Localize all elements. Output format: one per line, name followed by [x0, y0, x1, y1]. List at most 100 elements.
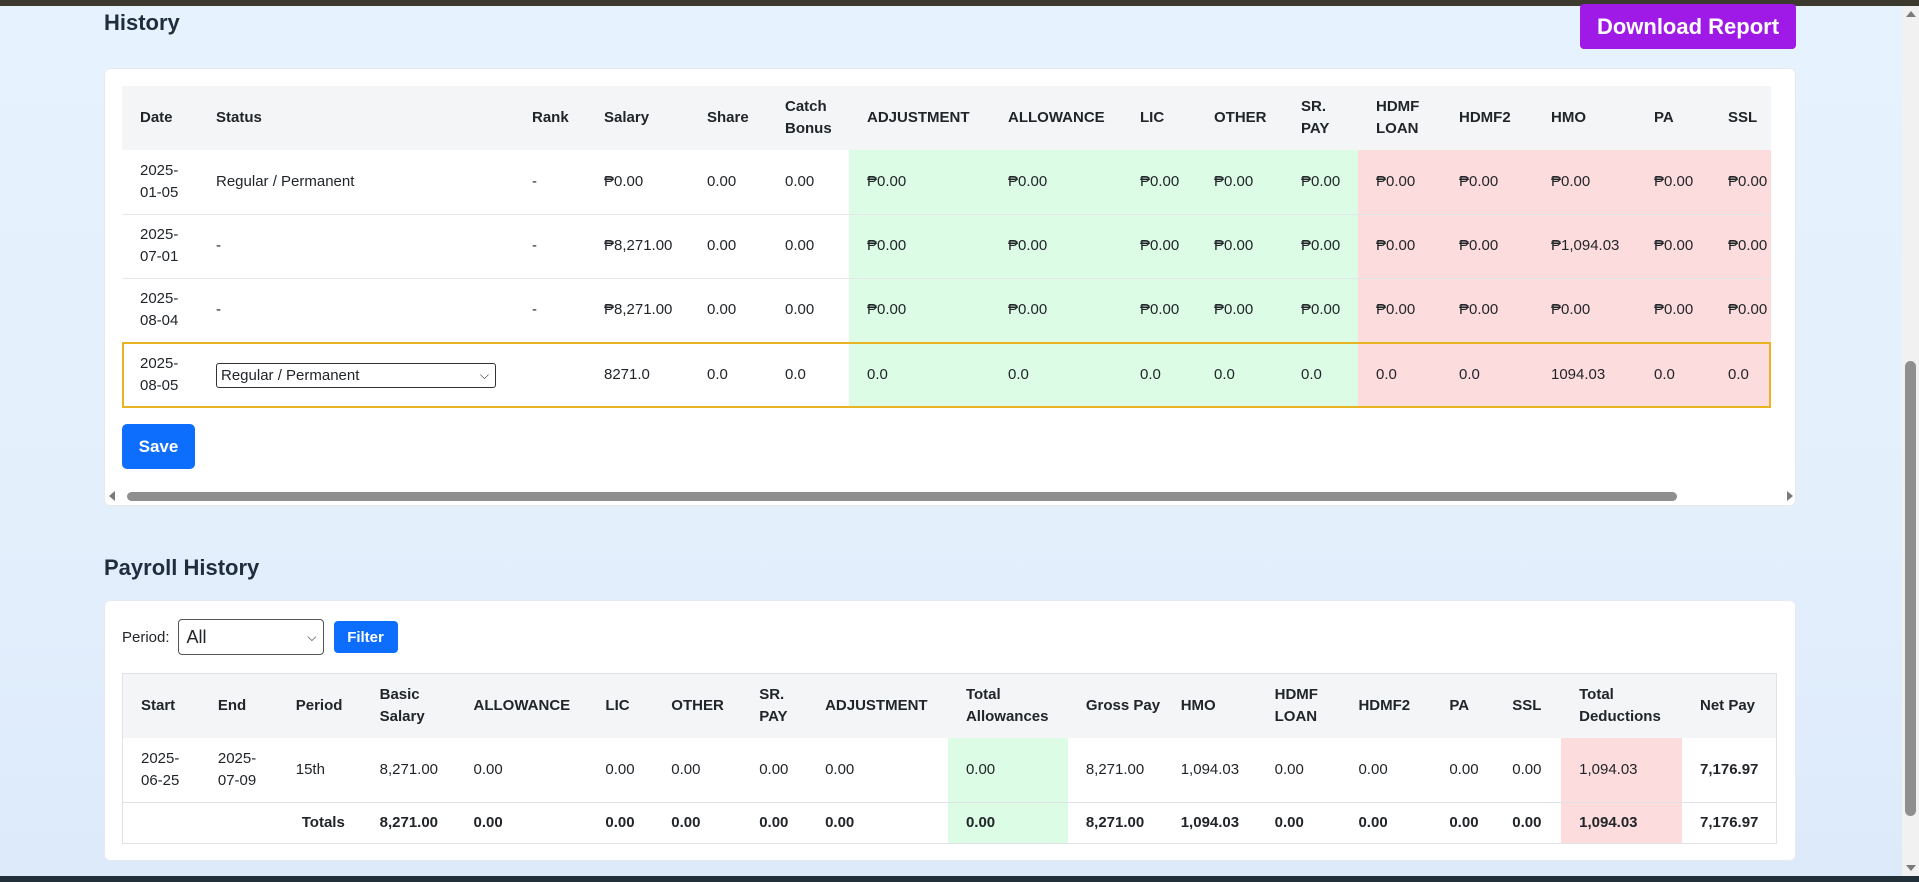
cell-basic-salary: 8,271.00 — [379, 760, 439, 778]
scroll-down-icon[interactable] — [1906, 865, 1916, 871]
col-header-ssl[interactable]: SSL — [1494, 674, 1562, 738]
total-other: 0.00 — [671, 814, 701, 832]
col-header-start[interactable]: Start — [123, 674, 200, 738]
col-header-adjustment[interactable]: ADJUSTMENT — [849, 86, 990, 150]
cell-catch-bonus: 0.00 — [785, 301, 815, 318]
cell-pa: 0.00 — [1449, 760, 1479, 778]
col-header-gross-pay[interactable]: Gross Pay — [1067, 674, 1163, 738]
cell-net-pay: 7,176.97 — [1700, 760, 1759, 778]
cell-ssl: ₱0.00 — [1710, 214, 1771, 278]
filter-button[interactable]: Filter — [333, 621, 398, 653]
cell-ssl: ₱0.00 — [1710, 150, 1771, 214]
col-header-share[interactable]: Share — [689, 86, 767, 150]
total-total-deductions: 1,094.03 — [1561, 802, 1682, 843]
history-table-scroll[interactable]: Date Status Rank Salary Share Catch Bonu… — [122, 86, 1795, 408]
col-header-salary[interactable]: Salary — [586, 86, 689, 150]
col-header-lic[interactable]: LIC — [587, 674, 654, 738]
status-select[interactable]: Regular / Permanent ⌵ — [216, 362, 496, 388]
history-horizontal-scrollbar[interactable] — [106, 489, 1796, 503]
scroll-right-icon[interactable] — [1787, 491, 1793, 501]
col-header-total-allowances[interactable]: Total Allowances — [947, 674, 1068, 738]
cell-hdmf2: ₱0.00 — [1441, 150, 1533, 214]
cell-hmo: ₱0.00 — [1533, 150, 1636, 214]
total-adjustment: 0.00 — [825, 814, 855, 832]
col-header-status[interactable]: Status — [198, 86, 514, 150]
col-header-end[interactable]: End — [199, 674, 278, 738]
col-header-lic[interactable]: LIC — [1122, 86, 1196, 150]
total-lic: 0.00 — [605, 814, 635, 832]
edit-ssl-input[interactable]: 0.0 — [1710, 342, 1771, 408]
col-header-hdmf-loan[interactable]: HDMF LOAN — [1256, 674, 1341, 738]
col-header-hmo[interactable]: HMO — [1533, 86, 1636, 150]
edit-pa-input[interactable]: 0.0 — [1636, 342, 1710, 408]
col-header-adjustment[interactable]: ADJUSTMENT — [807, 674, 948, 738]
cell-share: 0.00 — [707, 301, 737, 318]
history-row: 2025-08-04 - - ₱8,271.00 0.00 0.00 ₱0.00… — [122, 278, 1771, 342]
edit-salary-input[interactable]: 8271.0 — [604, 366, 650, 383]
history-header-row: Date Status Rank Salary Share Catch Bonu… — [122, 86, 1771, 150]
col-header-rank[interactable]: Rank — [514, 86, 586, 150]
col-header-catch-bonus[interactable]: Catch Bonus — [767, 86, 849, 150]
col-header-ssl[interactable]: SSL — [1710, 86, 1771, 150]
cell-other: 0.00 — [671, 760, 701, 778]
period-select-value: All — [186, 627, 207, 647]
cell-status: - — [216, 301, 221, 318]
edit-hdmf-loan-input[interactable]: 0.0 — [1358, 342, 1441, 408]
cell-rank: - — [532, 301, 537, 318]
scrollbar-thumb[interactable] — [127, 492, 1677, 501]
col-header-pa[interactable]: PA — [1431, 674, 1495, 738]
scrollbar-thumb[interactable] — [1905, 361, 1916, 816]
col-header-allowance[interactable]: ALLOWANCE — [455, 674, 588, 738]
cell-salary: ₱8,271.00 — [604, 301, 673, 318]
cell-hdmf-loan: ₱0.00 — [1358, 150, 1441, 214]
totals-label: Totals — [301, 814, 345, 832]
total-hdmf-loan: 0.00 — [1274, 814, 1304, 832]
col-header-hdmf2[interactable]: HDMF2 — [1441, 86, 1533, 150]
col-header-total-deductions[interactable]: Total Deductions — [1561, 674, 1682, 738]
scroll-left-icon[interactable] — [109, 491, 115, 501]
col-header-hmo[interactable]: HMO — [1162, 674, 1257, 738]
edit-lic-input[interactable]: 0.0 — [1122, 342, 1196, 408]
edit-rank[interactable] — [514, 342, 586, 408]
col-header-hdmf-loan[interactable]: HDMF LOAN — [1358, 86, 1441, 150]
edit-sr-pay-input[interactable]: 0.0 — [1283, 342, 1358, 408]
period-select[interactable]: All ⌵ — [177, 619, 324, 655]
col-header-sr-pay[interactable]: SR. PAY — [741, 674, 808, 738]
save-button[interactable]: Save — [122, 424, 195, 469]
edit-other-input[interactable]: 0.0 — [1196, 342, 1283, 408]
cell-date: 2025-08-04 — [140, 290, 179, 329]
cell-salary: ₱0.00 — [604, 172, 644, 190]
col-header-hdmf2[interactable]: HDMF2 — [1340, 674, 1432, 738]
col-header-other[interactable]: OTHER — [653, 674, 742, 738]
total-basic-salary: 8,271.00 — [379, 814, 439, 832]
download-report-button[interactable]: Download Report — [1580, 4, 1796, 49]
col-header-period[interactable]: Period — [277, 674, 362, 738]
edit-adjustment-input[interactable]: 0.0 — [849, 342, 990, 408]
payroll-header-row: Start End Period Basic Salary ALLOWANCE … — [123, 674, 1776, 738]
total-gross-pay: 8,271.00 — [1085, 814, 1145, 832]
cell-hdmf-loan: 0.00 — [1274, 760, 1304, 778]
history-edit-row: 2025-08-05 Regular / Permanent ⌵ 8271.0 … — [122, 342, 1771, 408]
edit-catch-bonus-input[interactable]: 0.0 — [785, 366, 806, 383]
payroll-row: 2025-06-25 2025-07-09 15th 8,271.00 0.00… — [123, 738, 1776, 802]
col-header-basic-salary[interactable]: Basic Salary — [361, 674, 456, 738]
page-vertical-scrollbar[interactable] — [1902, 6, 1919, 876]
cell-start: 2025-06-25 — [141, 749, 180, 789]
col-header-net-pay[interactable]: Net Pay — [1682, 674, 1776, 738]
chevron-down-icon: ⌵ — [479, 367, 489, 382]
edit-share-input[interactable]: 0.0 — [707, 366, 728, 383]
edit-hmo-input[interactable]: 1094.03 — [1533, 342, 1636, 408]
col-header-allowance[interactable]: ALLOWANCE — [990, 86, 1122, 150]
edit-allowance-input[interactable]: 0.0 — [990, 342, 1122, 408]
col-header-other[interactable]: OTHER — [1196, 86, 1283, 150]
col-header-pa[interactable]: PA — [1636, 86, 1710, 150]
scroll-up-icon[interactable] — [1906, 11, 1916, 17]
cell-pa: ₱0.00 — [1636, 214, 1710, 278]
col-header-date[interactable]: Date — [122, 86, 198, 150]
total-hmo: 1,094.03 — [1180, 814, 1240, 832]
col-header-sr-pay[interactable]: SR. PAY — [1283, 86, 1358, 150]
window-bottom-strip — [0, 876, 1919, 882]
cell-gross-pay: 8,271.00 — [1085, 760, 1145, 778]
total-sr-pay: 0.00 — [759, 814, 789, 832]
edit-hdmf2-input[interactable]: 0.0 — [1441, 342, 1533, 408]
